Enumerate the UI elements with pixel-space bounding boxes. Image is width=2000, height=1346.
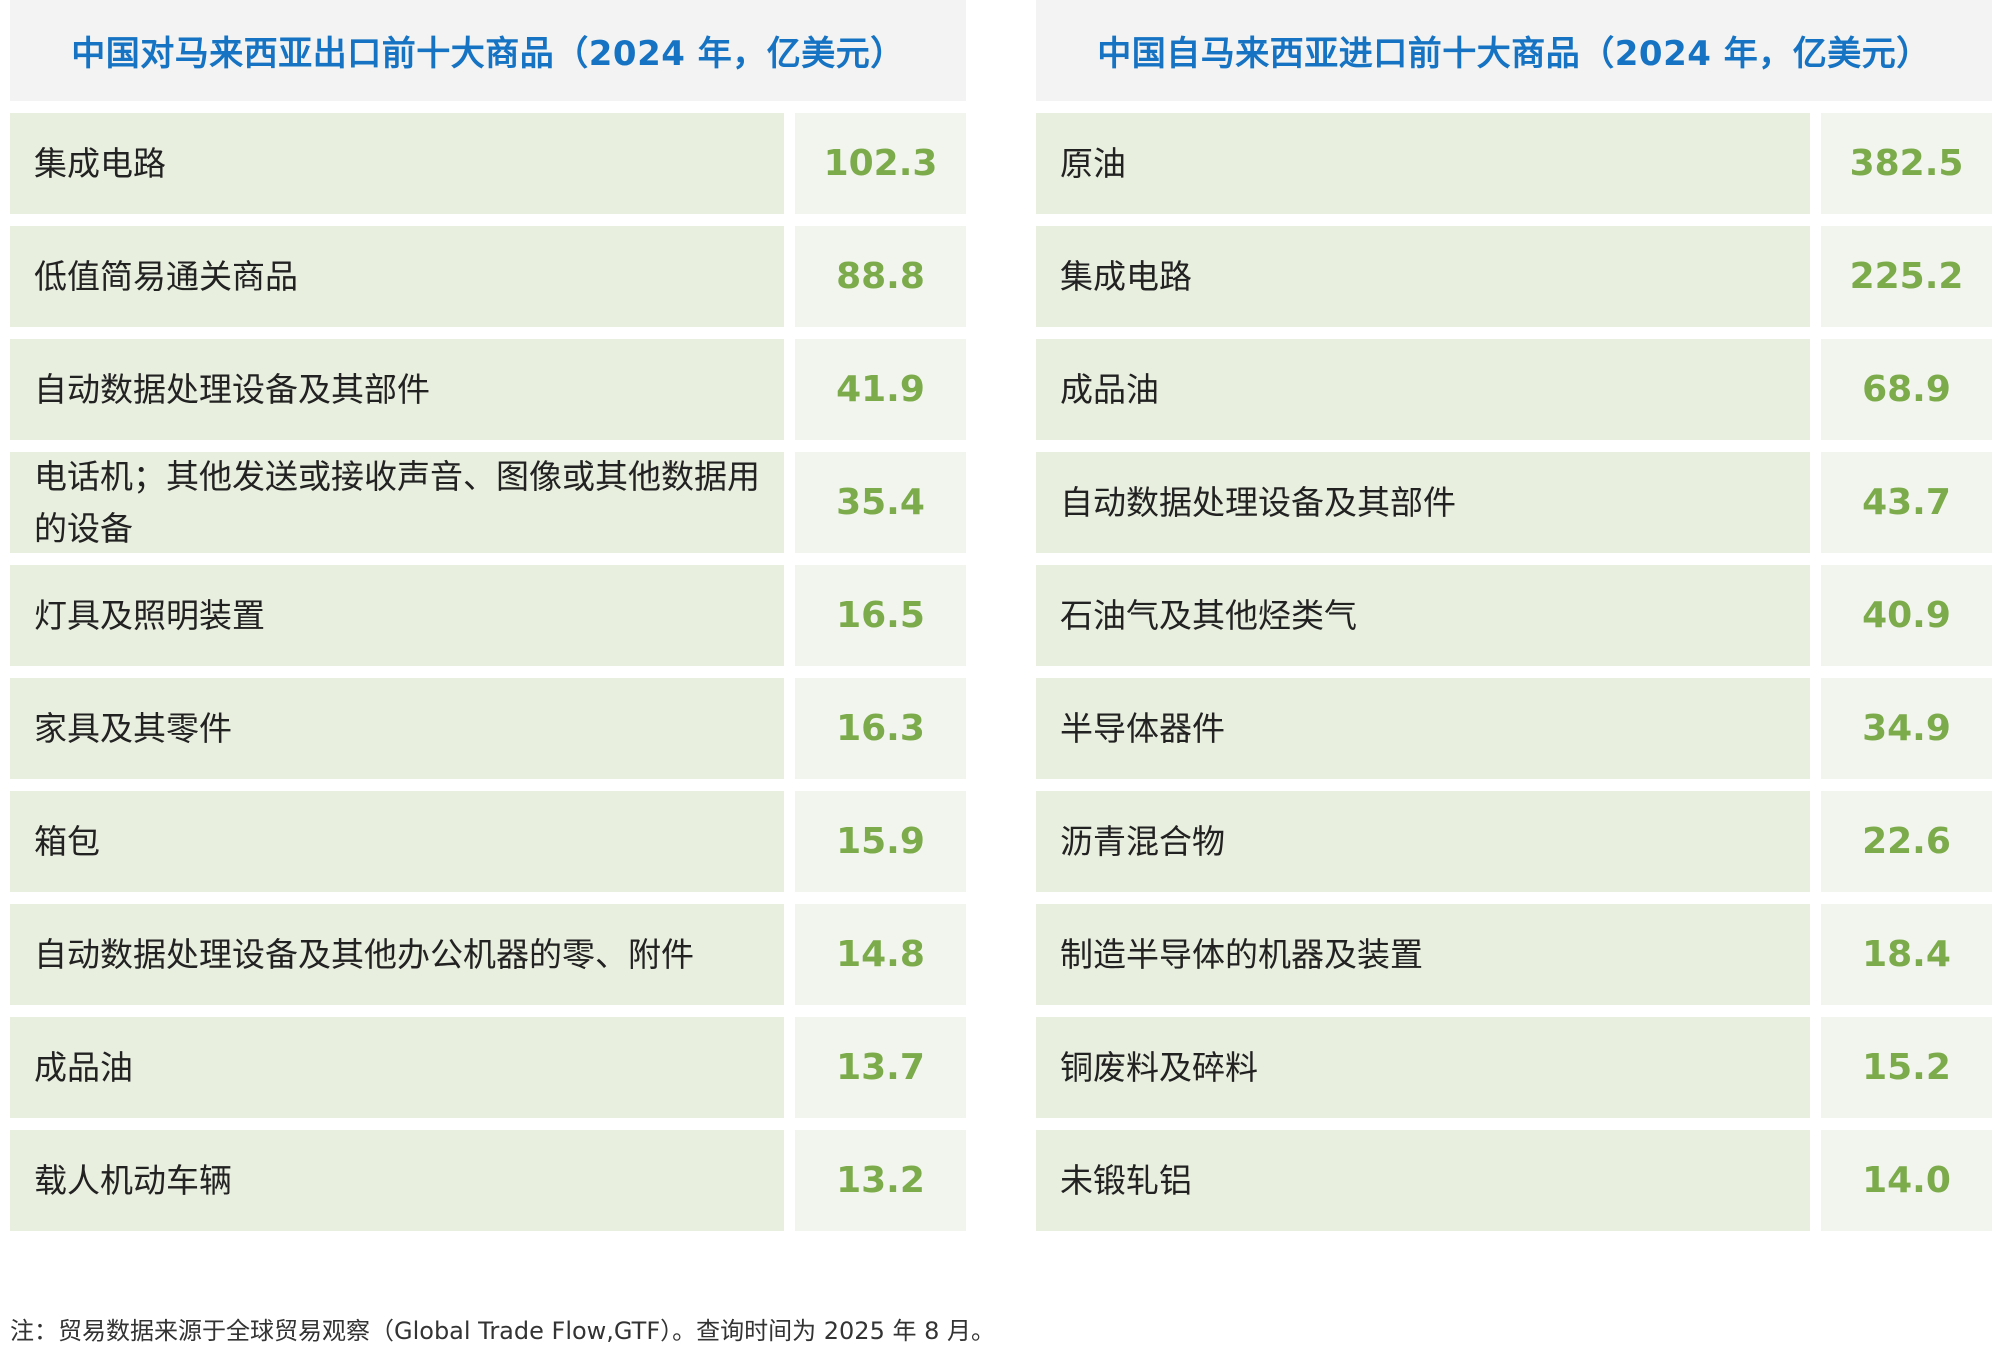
commodity-value: 382.5 [1821, 113, 1992, 214]
commodity-value: 16.5 [795, 565, 966, 666]
table-row: 自动数据处理设备及其他办公机器的零、附件 14.8 [10, 904, 966, 1005]
commodity-value: 14.8 [795, 904, 966, 1005]
table-row: 未锻轧铝 14.0 [1036, 1130, 1992, 1231]
table-row: 制造半导体的机器及装置 18.4 [1036, 904, 1992, 1005]
commodity-name: 自动数据处理设备及其他办公机器的零、附件 [10, 904, 784, 1005]
table-row: 石油气及其他烃类气 40.9 [1036, 565, 1992, 666]
commodity-value: 68.9 [1821, 339, 1992, 440]
commodity-value: 225.2 [1821, 226, 1992, 327]
commodity-name: 成品油 [1036, 339, 1810, 440]
table-row: 成品油 13.7 [10, 1017, 966, 1118]
commodity-name: 灯具及照明装置 [10, 565, 784, 666]
table-row: 载人机动车辆 13.2 [10, 1130, 966, 1231]
source-note: 注：贸易数据来源于全球贸易观察（Global Trade Flow,GTF）。查… [10, 1317, 996, 1345]
commodity-name: 箱包 [10, 791, 784, 892]
commodity-name: 家具及其零件 [10, 678, 784, 779]
table-row: 半导体器件 34.9 [1036, 678, 1992, 779]
commodity-name: 沥青混合物 [1036, 791, 1810, 892]
commodity-name: 半导体器件 [1036, 678, 1810, 779]
commodity-name: 未锻轧铝 [1036, 1130, 1810, 1231]
commodity-name: 铜废料及碎料 [1036, 1017, 1810, 1118]
commodity-name: 制造半导体的机器及装置 [1036, 904, 1810, 1005]
commodity-name: 集成电路 [1036, 226, 1810, 327]
table-row: 低值简易通关商品 88.8 [10, 226, 966, 327]
import-table-title: 中国自马来西亚进口前十大商品（2024 年，亿美元） [1036, 0, 1992, 101]
table-row: 集成电路 225.2 [1036, 226, 1992, 327]
commodity-name: 自动数据处理设备及其部件 [10, 339, 784, 440]
export-table-title: 中国对马来西亚出口前十大商品（2024 年，亿美元） [10, 0, 966, 101]
commodity-value: 43.7 [1821, 452, 1992, 553]
commodity-name: 成品油 [10, 1017, 784, 1118]
commodity-value: 18.4 [1821, 904, 1992, 1005]
table-row: 电话机；其他发送或接收声音、图像或其他数据用的设备 35.4 [10, 452, 966, 553]
export-table-rows: 集成电路 102.3 低值简易通关商品 88.8 自动数据处理设备及其部件 41… [10, 113, 966, 1231]
table-row: 自动数据处理设备及其部件 41.9 [10, 339, 966, 440]
commodity-value: 41.9 [795, 339, 966, 440]
table-row: 箱包 15.9 [10, 791, 966, 892]
commodity-name: 低值简易通关商品 [10, 226, 784, 327]
table-row: 集成电路 102.3 [10, 113, 966, 214]
table-row: 自动数据处理设备及其部件 43.7 [1036, 452, 1992, 553]
table-row: 灯具及照明装置 16.5 [10, 565, 966, 666]
commodity-name: 集成电路 [10, 113, 784, 214]
commodity-value: 102.3 [795, 113, 966, 214]
table-row: 沥青混合物 22.6 [1036, 791, 1992, 892]
table-row: 成品油 68.9 [1036, 339, 1992, 440]
commodity-name: 电话机；其他发送或接收声音、图像或其他数据用的设备 [10, 452, 784, 553]
commodity-value: 15.2 [1821, 1017, 1992, 1118]
commodity-value: 15.9 [795, 791, 966, 892]
commodity-value: 34.9 [1821, 678, 1992, 779]
commodity-value: 14.0 [1821, 1130, 1992, 1231]
commodity-value: 22.6 [1821, 791, 1992, 892]
commodity-value: 35.4 [795, 452, 966, 553]
commodity-name: 载人机动车辆 [10, 1130, 784, 1231]
commodity-value: 40.9 [1821, 565, 1992, 666]
table-row: 铜废料及碎料 15.2 [1036, 1017, 1992, 1118]
table-row: 家具及其零件 16.3 [10, 678, 966, 779]
table-row: 原油 382.5 [1036, 113, 1992, 214]
import-table-rows: 原油 382.5 集成电路 225.2 成品油 68.9 自动数据处理设备及其部… [1036, 113, 1992, 1231]
commodity-name: 原油 [1036, 113, 1810, 214]
commodity-value: 13.2 [795, 1130, 966, 1231]
export-table: 中国对马来西亚出口前十大商品（2024 年，亿美元） 集成电路 102.3 低值… [10, 0, 966, 1231]
commodity-name: 石油气及其他烃类气 [1036, 565, 1810, 666]
import-table: 中国自马来西亚进口前十大商品（2024 年，亿美元） 原油 382.5 集成电路… [1036, 0, 1992, 1231]
commodity-name: 自动数据处理设备及其部件 [1036, 452, 1810, 553]
commodity-value: 16.3 [795, 678, 966, 779]
commodity-value: 13.7 [795, 1017, 966, 1118]
commodity-value: 88.8 [795, 226, 966, 327]
